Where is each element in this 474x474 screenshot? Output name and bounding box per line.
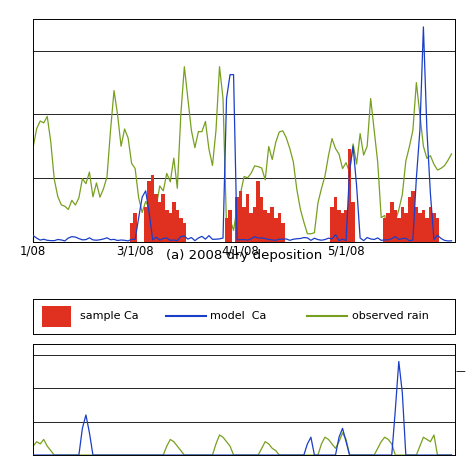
Text: —: —	[455, 366, 465, 376]
Bar	[147, 181, 151, 242]
Bar	[401, 207, 404, 242]
Bar	[432, 213, 436, 242]
Bar	[334, 197, 337, 242]
Bar	[162, 194, 165, 242]
Bar	[242, 207, 246, 242]
Bar	[182, 223, 186, 242]
Text: observed rain: observed rain	[352, 311, 428, 321]
Bar	[155, 194, 158, 242]
Bar	[415, 207, 418, 242]
Bar	[422, 210, 425, 242]
Bar	[337, 210, 341, 242]
Bar	[393, 210, 397, 242]
Bar	[253, 207, 256, 242]
Bar	[228, 210, 232, 242]
Bar	[225, 218, 228, 242]
Bar	[274, 218, 277, 242]
Bar	[428, 207, 432, 242]
Text: (a) 2008 dry deposition: (a) 2008 dry deposition	[166, 249, 322, 262]
Bar	[165, 210, 169, 242]
Bar	[351, 202, 355, 242]
Bar	[260, 197, 264, 242]
Bar	[397, 218, 401, 242]
Bar	[330, 207, 334, 242]
Bar	[348, 149, 351, 242]
Bar	[130, 223, 133, 242]
Bar	[277, 213, 281, 242]
Bar	[436, 218, 439, 242]
Bar	[246, 194, 249, 242]
Bar	[235, 197, 239, 242]
Bar	[383, 218, 386, 242]
Bar	[408, 197, 411, 242]
Bar	[386, 213, 390, 242]
Bar	[267, 213, 271, 242]
Bar	[175, 210, 179, 242]
Bar	[172, 202, 175, 242]
Bar	[418, 213, 422, 242]
Bar	[158, 202, 162, 242]
Bar	[390, 202, 393, 242]
Bar	[169, 213, 172, 242]
Bar	[411, 191, 415, 242]
Bar	[144, 207, 147, 242]
Bar	[425, 218, 428, 242]
Bar	[239, 191, 242, 242]
Bar	[404, 213, 408, 242]
Bar	[42, 306, 71, 327]
Bar	[281, 223, 284, 242]
Bar	[256, 181, 260, 242]
Bar	[179, 218, 182, 242]
Text: sample Ca: sample Ca	[80, 311, 138, 321]
Bar	[249, 213, 253, 242]
Bar	[264, 210, 267, 242]
Bar	[344, 210, 348, 242]
Bar	[151, 175, 155, 242]
Text: model  Ca: model Ca	[210, 311, 267, 321]
Bar	[133, 213, 137, 242]
Bar	[341, 213, 344, 242]
Bar	[271, 207, 274, 242]
